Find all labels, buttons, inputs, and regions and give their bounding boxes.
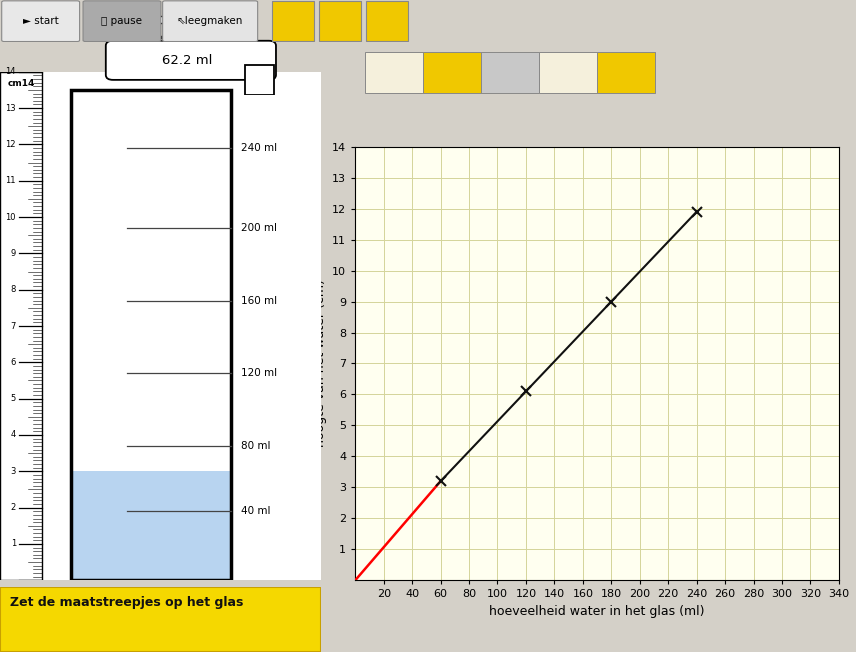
FancyBboxPatch shape <box>597 52 655 93</box>
X-axis label: hoeveelheid water in het glas (ml): hoeveelheid water in het glas (ml) <box>490 605 704 618</box>
Text: 14: 14 <box>5 67 16 76</box>
Text: 3: 3 <box>10 467 16 476</box>
Text: ► start: ► start <box>23 16 58 26</box>
Text: 40 ml: 40 ml <box>241 506 270 516</box>
Bar <box>192 16 226 23</box>
FancyBboxPatch shape <box>83 1 161 42</box>
Text: 200 ml: 200 ml <box>241 223 276 233</box>
Text: 10: 10 <box>5 213 16 222</box>
Text: 80 ml: 80 ml <box>241 441 270 451</box>
Y-axis label: hoogte van het water (cm): hoogte van het water (cm) <box>313 280 326 447</box>
FancyBboxPatch shape <box>319 1 361 41</box>
Text: 5: 5 <box>10 394 16 403</box>
Text: 12: 12 <box>5 140 16 149</box>
Bar <box>156 16 190 23</box>
Text: 160 ml: 160 ml <box>241 295 276 306</box>
Bar <box>0 72 42 580</box>
Text: 2: 2 <box>10 503 16 512</box>
Text: 11: 11 <box>5 176 16 185</box>
Text: 9: 9 <box>10 249 16 258</box>
FancyBboxPatch shape <box>106 40 276 80</box>
FancyBboxPatch shape <box>366 1 408 41</box>
Text: 62.2 ml: 62.2 ml <box>162 54 212 67</box>
Text: 1: 1 <box>10 539 16 548</box>
Text: 4: 4 <box>10 430 16 439</box>
Bar <box>245 65 274 95</box>
FancyBboxPatch shape <box>272 1 314 41</box>
Text: 7: 7 <box>10 321 16 331</box>
Text: ⇖leegmaken: ⇖leegmaken <box>177 16 243 26</box>
Text: 8: 8 <box>10 285 16 294</box>
Text: cm14: cm14 <box>7 80 34 89</box>
Text: 120 ml: 120 ml <box>241 368 276 378</box>
FancyBboxPatch shape <box>2 1 80 42</box>
Bar <box>70 90 231 580</box>
Text: 13: 13 <box>5 104 16 113</box>
FancyBboxPatch shape <box>365 52 423 93</box>
FancyBboxPatch shape <box>163 1 258 42</box>
Bar <box>70 471 231 580</box>
FancyBboxPatch shape <box>481 52 539 93</box>
Text: Zet de maatstreepjes op het glas: Zet de maatstreepjes op het glas <box>9 596 243 609</box>
Text: 6: 6 <box>10 358 16 367</box>
FancyBboxPatch shape <box>423 52 481 93</box>
Text: ⏸ pause: ⏸ pause <box>102 16 142 26</box>
Text: 240 ml: 240 ml <box>241 143 276 153</box>
FancyBboxPatch shape <box>539 52 597 93</box>
